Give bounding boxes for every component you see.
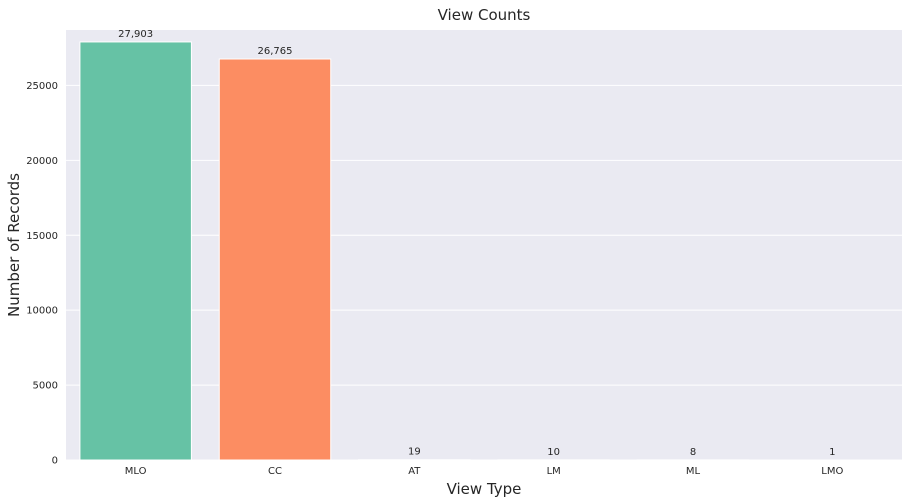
y-tick-label: 5000 (33, 381, 58, 392)
y-axis-ticks: 0 5000 10000 15000 20000 25000 (26, 81, 58, 467)
grid-lines (66, 84, 902, 461)
y-tick-label: 25000 (26, 81, 58, 92)
data-label-ml: 8 (690, 447, 696, 458)
y-tick-label: 15000 (26, 231, 58, 242)
y-axis-title: Number of Records (5, 173, 23, 317)
data-label-lmo: 1 (829, 447, 835, 458)
x-axis-ticks: MLO CC AT LM ML LMO (125, 466, 844, 477)
plot-area (66, 30, 902, 460)
y-tick-label: 0 (52, 456, 58, 467)
y-tick-label: 20000 (26, 156, 58, 167)
bar-cc (218, 58, 332, 461)
x-tick-label-cc: CC (268, 466, 282, 477)
x-tick-label-lmo: LMO (821, 466, 843, 477)
x-axis-title: View Type (447, 480, 522, 498)
data-label-mlo: 27,903 (118, 29, 153, 40)
data-label-cc: 26,765 (258, 46, 293, 57)
y-tick-label: 10000 (26, 306, 58, 317)
chart-title: View Counts (438, 6, 531, 24)
bar-mlo (79, 41, 192, 461)
x-tick-label-mlo: MLO (125, 466, 147, 477)
data-labels: 27,903 26,765 19 10 8 1 (118, 29, 835, 458)
x-tick-label-lm: LM (547, 466, 561, 477)
data-label-lm: 10 (547, 447, 560, 458)
data-label-at: 19 (408, 447, 421, 458)
bars (79, 41, 889, 461)
x-tick-label-at: AT (408, 466, 421, 477)
x-tick-label-ml: ML (686, 466, 701, 477)
